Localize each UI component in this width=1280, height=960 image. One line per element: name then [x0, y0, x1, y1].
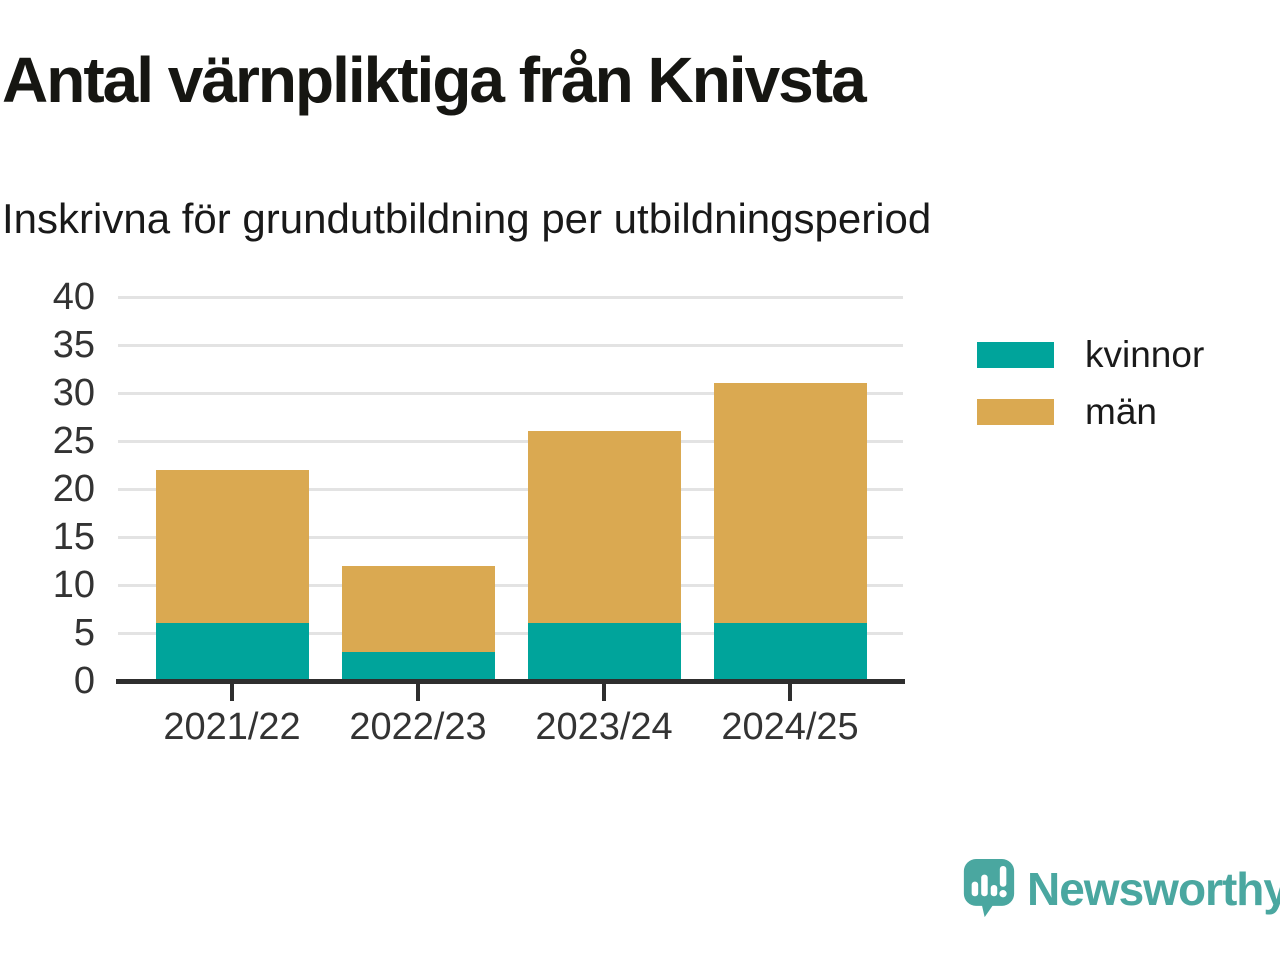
x-axis-line: [116, 679, 905, 684]
gridline: [118, 487, 903, 491]
chart-legend: kvinnor män: [977, 334, 1205, 456]
y-axis-tick-label: 25: [52, 420, 95, 462]
legend-label-kvinnor: kvinnor: [1085, 334, 1205, 375]
chart-title: Antal värnpliktiga från Knivsta: [2, 44, 867, 116]
bar-segment-män: [341, 565, 495, 653]
bar-segment-män: [155, 469, 309, 624]
x-axis-tick-label: 2023/24: [535, 706, 673, 748]
chart-subtitle: Inskrivna för grundutbildning per utbild…: [2, 195, 932, 242]
x-axis-tick: [230, 684, 234, 701]
y-axis-tick-label: 35: [52, 324, 95, 366]
x-axis-tick: [416, 684, 420, 701]
gridline: [118, 343, 903, 347]
y-axis-tick-label: 20: [52, 468, 95, 510]
gridline: [118, 295, 903, 299]
bar-segment-kvinnor: [527, 623, 681, 681]
x-axis-tick-label: 2024/25: [721, 706, 859, 748]
newsworthy-logo-icon: [963, 859, 1015, 918]
bar-segment-kvinnor: [713, 623, 867, 681]
newsworthy-logo: Newsworthy: [963, 858, 1280, 919]
bar-segment-män: [527, 431, 681, 624]
y-axis-tick-label: 30: [52, 372, 95, 414]
gridline: [118, 583, 903, 587]
legend-item-män: män: [977, 391, 1204, 432]
legend-label-män: män: [1085, 391, 1157, 432]
bar-segment-män: [713, 383, 867, 624]
x-axis-tick-label: 2022/23: [349, 706, 487, 748]
legend-swatch-kvinnor: [977, 342, 1054, 368]
legend-swatch-män: [977, 399, 1054, 425]
x-axis-tick-label: 2021/22: [163, 706, 301, 748]
y-axis-tick-label: 5: [73, 612, 95, 654]
newsworthy-logo-text: Newsworthy: [1027, 862, 1280, 915]
gridline: [118, 631, 903, 635]
gridline: [118, 535, 903, 539]
gridline: [118, 391, 903, 395]
gridline: [118, 439, 903, 443]
x-axis-tick: [788, 684, 792, 701]
y-axis-tick-label: 10: [52, 564, 95, 606]
bar-segment-kvinnor: [341, 652, 495, 681]
bar-segment-kvinnor: [155, 623, 309, 681]
legend-item-kvinnor: kvinnor: [977, 334, 1205, 375]
y-axis-tick-label: 15: [52, 516, 95, 558]
x-axis-tick: [602, 684, 606, 701]
y-axis-tick-label: 0: [73, 660, 95, 702]
y-axis-tick-label: 40: [52, 276, 95, 318]
